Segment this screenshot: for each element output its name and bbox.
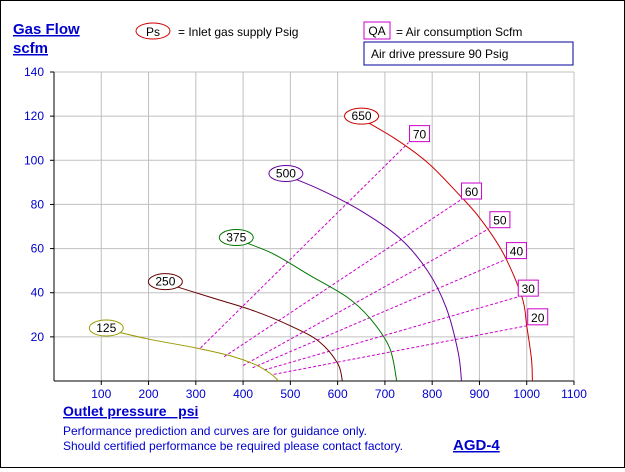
qa-label-text: 30 <box>522 282 536 296</box>
x-tick-label: 700 <box>375 387 395 401</box>
y-tick-label: 120 <box>24 109 44 123</box>
series-curve-125 <box>101 327 279 382</box>
series-label-ellipse <box>147 273 183 291</box>
qa-label-70: 70 <box>409 125 431 143</box>
qa-legend-text: = Air consumption Scfm <box>396 25 522 39</box>
y-tick-label: 100 <box>24 153 44 167</box>
x-tick-label: 900 <box>469 387 489 401</box>
series-label-text: 375 <box>226 231 246 245</box>
qa-label-text: 70 <box>413 128 427 142</box>
series-label-ellipse <box>344 107 380 125</box>
ps-legend-ellipse <box>135 22 171 40</box>
series-label-text: 250 <box>155 275 175 289</box>
y-tick-label: 60 <box>31 242 45 256</box>
series-label-text: 650 <box>352 109 372 123</box>
x-tick-label: 600 <box>328 387 348 401</box>
qa-label-60: 60 <box>461 182 483 200</box>
series-label-500: 500 <box>268 165 304 183</box>
x-tick-label: 1000 <box>513 387 540 401</box>
qa-line-50 <box>242 228 490 366</box>
air-drive-text: Air drive pressure 90 Psig <box>371 47 508 61</box>
series-curves <box>101 115 533 382</box>
x-tick-label: 1100 <box>561 387 587 401</box>
series-curve-375 <box>231 237 398 382</box>
x-tick-label: 300 <box>186 387 206 401</box>
qa-label-20: 20 <box>527 308 549 326</box>
x-tick-label: 200 <box>139 387 159 401</box>
y-tick-label: 20 <box>31 330 45 344</box>
qa-label-text: 50 <box>493 214 507 228</box>
qa-label-box <box>461 182 483 200</box>
qa-legend-box <box>363 21 391 40</box>
y-tick-label: 140 <box>24 65 44 79</box>
air-drive-box <box>363 41 574 66</box>
qa-line-40 <box>252 259 506 369</box>
qa-label-40: 40 <box>505 242 527 260</box>
qa-line-20 <box>273 325 527 375</box>
qa-label-text: 40 <box>510 245 524 259</box>
series-label-ellipse <box>268 165 304 183</box>
qa-line-70 <box>200 142 409 349</box>
x-axis-label: Outlet pressure psi <box>63 403 198 419</box>
x-tick-label: 100 <box>91 387 111 401</box>
qa-label-box <box>409 125 431 143</box>
axes: 100 200 300 400 500 600 700 800 900 1000 1100 20 40 6… <box>24 65 587 401</box>
series-label-ellipse <box>218 229 254 247</box>
y-tick-label: 80 <box>31 197 45 211</box>
qa-label-text: 20 <box>531 311 545 325</box>
qa-label-box <box>489 211 511 229</box>
qa-label-box <box>505 242 527 260</box>
qa-label-text: 60 <box>465 185 479 199</box>
qa-label-50: 50 <box>489 211 511 229</box>
grid <box>54 71 575 381</box>
footer-line-2: Should certified performance be required… <box>63 439 403 453</box>
series-curve-250 <box>160 281 343 382</box>
model-label: AGD-4 <box>453 437 500 454</box>
qa-label-30: 30 <box>517 279 539 297</box>
y-title-line2: scfm <box>13 40 48 57</box>
ps-legend-text: = Inlet gas supply Psig <box>178 25 298 39</box>
qa-lines <box>200 142 527 375</box>
y-title-line1: Gas Flow <box>13 21 80 38</box>
qa-line-30 <box>264 296 518 371</box>
x-tick-label: 400 <box>233 387 253 401</box>
x-tick-label: 800 <box>422 387 442 401</box>
series-label-text: 500 <box>276 167 296 181</box>
series-label-ellipse <box>88 319 124 337</box>
x-tick-label: 500 <box>280 387 300 401</box>
series-curve-650 <box>356 115 533 382</box>
qa-line-60 <box>223 199 461 358</box>
curve-labels: 70 60 50 40 30 20 125 250 375 500 650 <box>88 107 549 337</box>
series-label-650: 650 <box>344 107 380 125</box>
qa-label-box <box>517 279 539 297</box>
footer-line-1: Performance prediction and curves are fo… <box>63 424 367 438</box>
ps-legend-symbol: Ps <box>146 25 160 39</box>
qa-label-box <box>527 308 549 326</box>
series-label-text: 125 <box>96 321 116 335</box>
qa-legend-symbol: QA <box>368 24 385 38</box>
series-curve-500 <box>280 173 462 382</box>
y-tick-label: 40 <box>31 286 45 300</box>
series-label-125: 125 <box>88 319 124 337</box>
series-label-250: 250 <box>147 273 183 291</box>
series-label-375: 375 <box>218 229 254 247</box>
